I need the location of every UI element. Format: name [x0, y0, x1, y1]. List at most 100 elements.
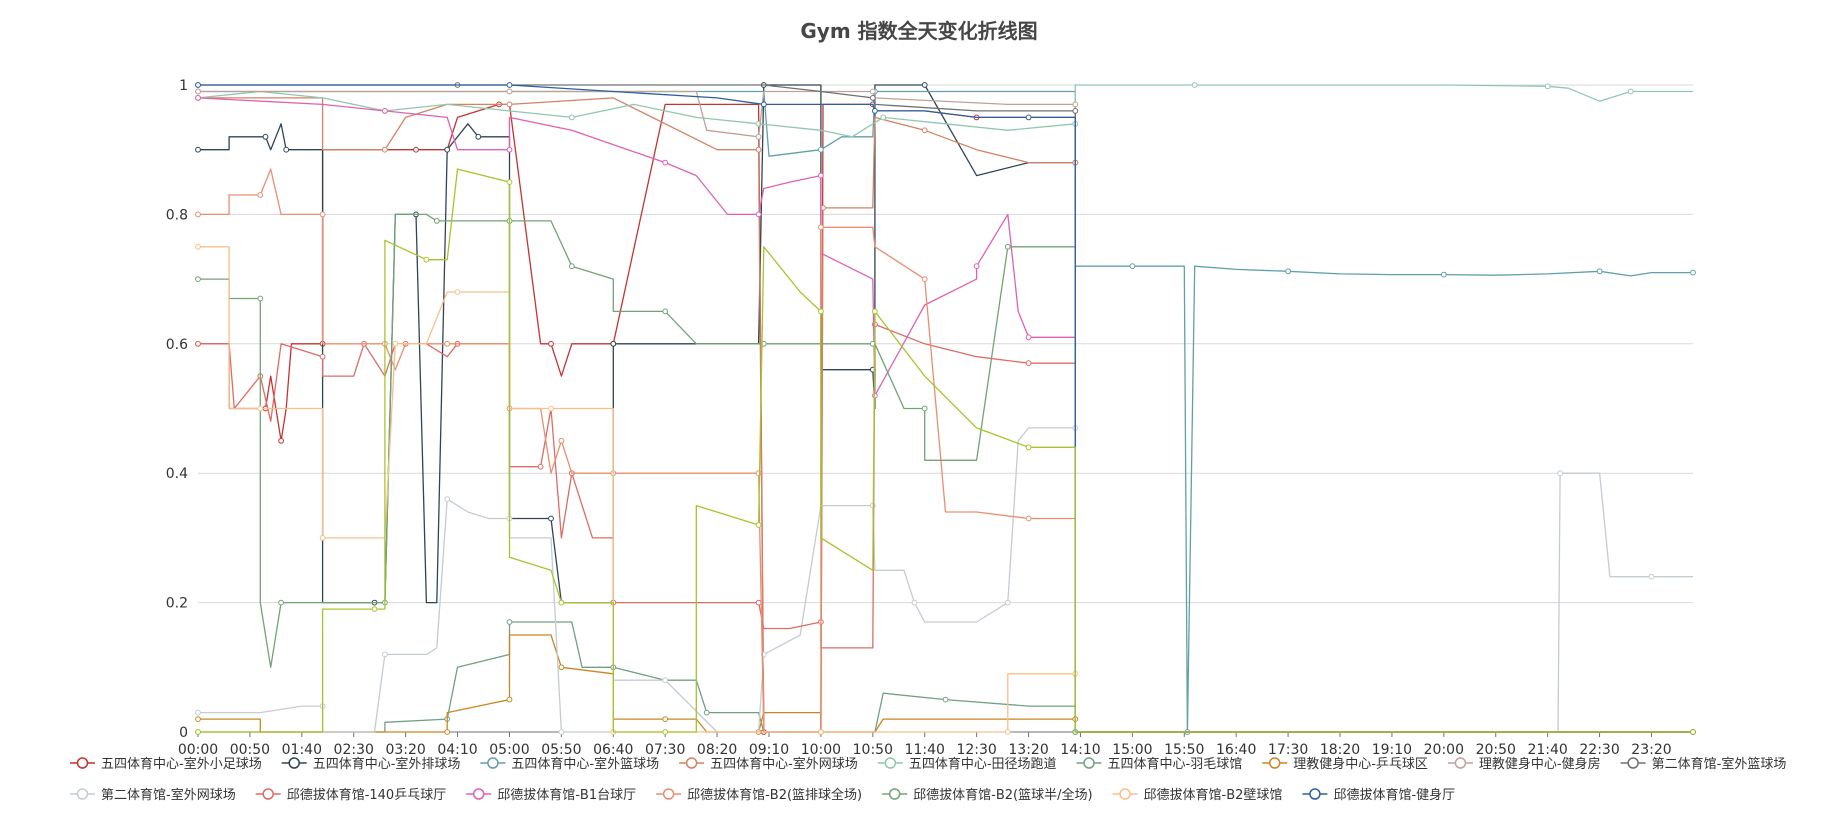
data-point — [610, 340, 617, 347]
data-point — [454, 289, 461, 295]
x-tick-label: 20:00 — [1424, 742, 1464, 758]
data-point — [413, 146, 419, 153]
x-tick-label: 13:20 — [1008, 742, 1048, 758]
data-point — [444, 729, 451, 735]
data-point — [1648, 573, 1655, 580]
data-point — [506, 82, 513, 88]
legend-label: 第二体育馆-室外篮球场 — [1652, 756, 1787, 772]
x-tick-label: 07:30 — [645, 742, 685, 758]
legend-item[interactable]: 邱德拔体育馆-B2壁球馆 — [1112, 787, 1283, 803]
series-line-0 — [198, 103, 1693, 733]
data-point — [1285, 268, 1291, 275]
x-tick-label: 00:50 — [230, 742, 270, 758]
legend-marker-icon — [472, 788, 485, 800]
legend-label: 邱德拔体育馆-140乒乓球厅 — [287, 787, 447, 803]
data-point — [568, 263, 575, 270]
legend-label: 五四体育中心-室外排球场 — [313, 756, 461, 772]
y-tick-label: 1 — [179, 78, 188, 94]
data-point — [371, 606, 378, 612]
legend-item[interactable]: 理教健身中心-健身房 — [1447, 756, 1601, 772]
data-point — [506, 179, 513, 186]
x-tick-label: 21:40 — [1527, 742, 1567, 758]
data-point — [548, 515, 554, 522]
x-tick-label: 08:20 — [697, 742, 737, 758]
series-line-5 — [198, 621, 1693, 733]
x-tick-label: 15:00 — [1112, 742, 1152, 758]
data-point — [662, 308, 669, 315]
legend-item[interactable]: 五四体育中心-羽毛球馆 — [1076, 756, 1243, 772]
data-point — [869, 88, 876, 95]
data-point — [755, 133, 762, 140]
legend-label: 邱德拔体育馆-健身厅 — [1333, 787, 1455, 803]
data-point — [433, 218, 440, 224]
data-point — [257, 405, 264, 412]
series-line-3 — [198, 97, 1693, 733]
data-point — [818, 308, 824, 315]
series-line-7 — [198, 90, 1693, 733]
data-point — [662, 677, 669, 684]
y-tick-label: 0.4 — [166, 466, 188, 482]
legend-marker-icon — [262, 788, 274, 800]
data-point — [662, 729, 669, 735]
legend-label: 理教健身中心-乒乓球区 — [1293, 756, 1428, 772]
legend-label: 五四体育中心-羽毛球馆 — [1108, 756, 1243, 772]
x-tick-label: 19:10 — [1372, 742, 1412, 758]
data-point — [506, 696, 513, 703]
legend-marker-icon — [1627, 757, 1639, 769]
legend-label: 五四体育中心-室外网球场 — [710, 756, 858, 772]
data-point — [1191, 82, 1198, 88]
data-point — [558, 729, 565, 735]
legend-item[interactable]: 第二体育馆-室外网球场 — [70, 787, 236, 803]
data-point — [506, 101, 513, 108]
data-point — [382, 651, 388, 658]
legend-label: 邱德拔体育馆-B1台球厅 — [497, 787, 636, 803]
x-tick-label: 23:20 — [1631, 742, 1671, 758]
legend-item[interactable]: 理教健身中心-乒乓球区 — [1262, 756, 1428, 772]
data-point — [195, 340, 201, 347]
legend-label: 五四体育中心-室外小足球场 — [101, 756, 262, 772]
data-point — [921, 127, 928, 134]
x-tick-label: 14:10 — [1060, 742, 1100, 758]
data-point — [195, 716, 201, 722]
data-point — [257, 192, 264, 198]
legend-label: 邱德拔体育馆-B2(篮球半/全场) — [913, 787, 1092, 803]
data-point — [1025, 515, 1032, 522]
data-point — [869, 95, 876, 101]
data-point — [1440, 271, 1447, 278]
legend-item[interactable]: 邱德拔体育馆-140乒乓球厅 — [255, 787, 447, 803]
legend-item[interactable]: 第二体育馆-室外篮球场 — [1620, 756, 1787, 772]
legend-marker-icon — [76, 757, 89, 769]
legend-item[interactable]: 邱德拔体育馆-B2(篮球半/全场) — [882, 787, 1093, 803]
data-point — [755, 599, 762, 606]
x-tick-label: 05:50 — [541, 742, 581, 758]
legend-item[interactable]: 五四体育中心-室外网球场 — [679, 756, 858, 772]
data-point — [195, 146, 201, 153]
data-point — [1004, 729, 1011, 735]
legend-item[interactable]: 五四体育中心-田径场跑道 — [877, 756, 1057, 772]
legend-marker-icon — [288, 757, 300, 769]
x-tick-label: 02:30 — [334, 742, 374, 758]
series-layer — [195, 82, 1696, 735]
data-point — [818, 729, 824, 735]
series-line-4 — [197, 84, 1693, 138]
x-tick-label: 00:00 — [178, 742, 218, 758]
legend-item[interactable]: 邱德拔体育馆-B1台球厅 — [466, 787, 636, 803]
x-tick-label: 20:50 — [1476, 742, 1516, 758]
legend-item[interactable]: 邱德拔体育馆-健身厅 — [1302, 787, 1455, 803]
data-point — [942, 696, 949, 703]
legend[interactable]: 五四体育中心-室外小足球场 五四体育中心-室外排球场 五四体育中心-室外篮球场 五四体… — [70, 756, 1786, 803]
data-point — [872, 392, 878, 399]
data-point — [1129, 263, 1136, 270]
legend-item[interactable]: 五四体育中心-室外篮球场 — [480, 756, 659, 772]
legend-marker-icon — [487, 757, 499, 769]
data-point — [195, 243, 201, 250]
data-point — [283, 146, 290, 153]
legend-item[interactable]: 五四体育中心-室外排球场 — [281, 756, 461, 772]
legend-item[interactable]: 五四体育中心-室外小足球场 — [70, 756, 262, 772]
series-line-12 — [198, 168, 1693, 733]
data-point — [537, 463, 544, 470]
data-point — [755, 146, 762, 153]
data-point — [872, 108, 878, 114]
legend-item[interactable]: 邱德拔体育馆-B2(篮排球全场) — [656, 787, 862, 803]
data-point — [1690, 729, 1696, 735]
